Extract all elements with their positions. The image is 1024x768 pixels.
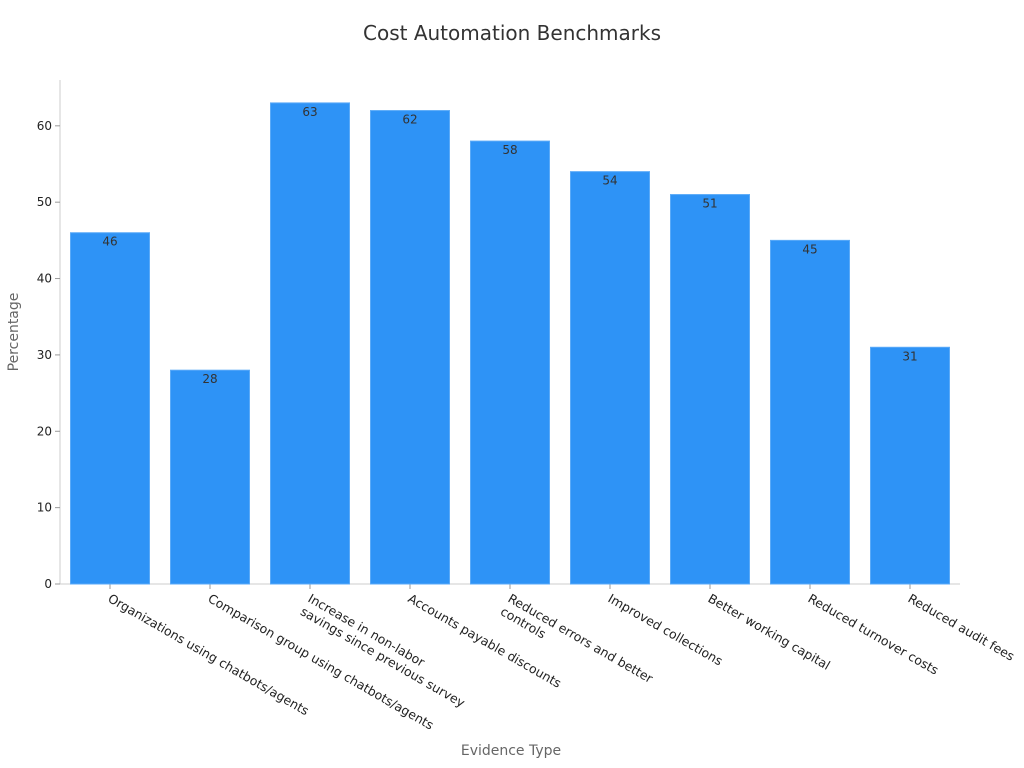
data-label: 63 (302, 105, 317, 119)
data-label: 46 (102, 235, 117, 249)
y-tick-label: 60 (37, 119, 52, 133)
bar (70, 232, 150, 585)
y-axis-title: Percentage (6, 293, 22, 372)
bar (170, 369, 250, 585)
bar (670, 194, 750, 585)
y-tick-label: 0 (44, 577, 52, 591)
data-label: 54 (602, 174, 617, 188)
y-axis: 0 10 20 30 40 50 60 (37, 80, 61, 591)
bar (470, 140, 550, 585)
data-label: 62 (402, 113, 417, 127)
category-labels-group: Organizations using chatbots/agentsCompa… (106, 591, 1018, 733)
bar (770, 239, 850, 585)
y-tick-label: 30 (37, 348, 52, 362)
data-label: 51 (702, 197, 717, 211)
data-labels-group: 46 28 63 62 58 54 51 45 31 (102, 105, 917, 386)
data-label: 31 (902, 349, 917, 363)
data-label: 28 (202, 372, 217, 386)
data-label: 58 (502, 143, 517, 157)
y-tick-label: 50 (37, 195, 52, 209)
x-axis-title: Evidence Type (461, 743, 561, 759)
y-tick-label: 10 (37, 501, 52, 515)
bar (870, 346, 950, 585)
chart-title: Cost Automation Benchmarks (363, 21, 661, 45)
y-tick-label: 20 (37, 424, 52, 438)
data-label: 45 (802, 242, 817, 256)
bars-group (70, 102, 950, 585)
x-tick-label: Organizations using chatbots/agents (106, 591, 312, 719)
bar (370, 110, 450, 585)
bar (570, 171, 650, 585)
x-axis (60, 583, 960, 589)
y-tick-label: 40 (37, 272, 52, 286)
bar (270, 102, 350, 585)
